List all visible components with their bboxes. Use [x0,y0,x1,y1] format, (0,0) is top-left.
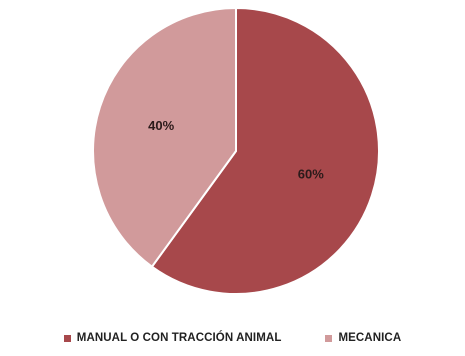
slice-manual [150,6,380,295]
legend-swatch-mecanica [325,334,333,342]
legend-label-mecanica: MECANICA [338,332,402,344]
slice-mecanica [92,6,237,269]
legend-item-mecanica: MECANICA [325,332,401,344]
legend-label-manual: MANUAL O CON TRACCIÓN ANIMAL [76,332,282,344]
legend-swatch-manual [63,334,71,342]
data-label-manual: 60% [298,167,324,182]
pie-chart: 60% 40% [92,6,380,295]
legend: MANUAL O CON TRACCIÓN ANIMAL MECANICA [0,326,465,350]
legend-item-manual: MANUAL O CON TRACCIÓN ANIMAL [63,332,282,344]
data-label-mecanica: 40% [148,118,174,133]
